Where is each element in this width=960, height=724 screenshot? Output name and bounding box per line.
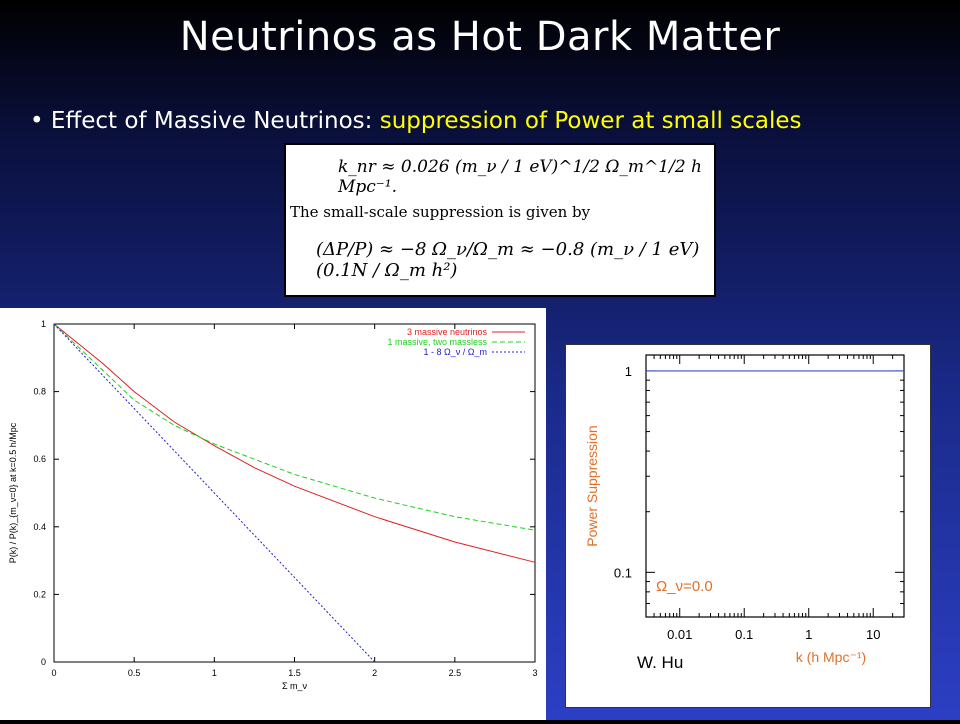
left-chart-svg: 0 0.5 1 1.5 2 2.5 3 0 0.2 0.4 0.6 0.8 1 Σ m_ν P(k) / P… [8, 319, 538, 691]
series-line-3 [53, 323, 376, 663]
y-tick-label: 1 [625, 364, 632, 379]
y-tick-label: 0.1 [614, 565, 632, 580]
series-line-1 [53, 323, 536, 563]
y-tick-label: 0.4 [33, 522, 46, 532]
slide-title: Neutrinos as Hot Dark Matter [179, 14, 781, 60]
formula-box: k_nr ≈ 0.026 (m_ν / 1 eV)^1/2 Ω_m^1/2 h … [284, 143, 716, 297]
x-tick-label: 10 [866, 627, 880, 642]
y-tick-label: 0.8 [33, 387, 46, 397]
credit-label: W. Hu [637, 653, 684, 672]
series-line-2 [53, 323, 536, 531]
x-tick-label: 1 [212, 668, 217, 678]
y-tick-label: 0 [41, 657, 46, 667]
formula-knr: k_nr ≈ 0.026 (m_ν / 1 eV)^1/2 Ω_m^1/2 h … [338, 157, 702, 197]
y-tick-label: 1 [41, 319, 46, 329]
plot-frame [53, 323, 536, 663]
bullet-text: • Effect of Massive Neutrinos: suppressi… [30, 108, 801, 134]
x-tick-label: 2.5 [449, 668, 462, 678]
y-tick-label: 0.6 [33, 454, 46, 464]
x-axis-label: k (h Mpc⁻¹) [796, 649, 866, 665]
y-tick-label: 0.2 [33, 589, 46, 599]
bullet-prefix: • Effect of Massive Neutrinos: [30, 108, 380, 134]
x-axis-label: Σ m_ν [282, 681, 308, 691]
legend-label-1: 3 massive neutrinos [407, 327, 488, 337]
legend-label-2: 1 massive, two massless [387, 337, 487, 347]
formula-suppression: (ΔP/P) ≈ −8 Ω_ν/Ω_m ≈ −0.8 (m_ν / 1 eV)(… [316, 239, 700, 281]
power-suppression-chart: 0.01 0.1 1 10 0.1 1 k (h Mpc⁻¹) Power Suppressi… [565, 344, 931, 708]
right-chart-svg: 0.01 0.1 1 10 0.1 1 k (h Mpc⁻¹) Power Suppressi… [584, 354, 905, 665]
bullet-highlight: suppression of Power at small scales [379, 108, 802, 134]
formula-caption: The small-scale suppression is given by [290, 203, 591, 221]
legend-label-3: 1 - 8 Ω_ν / Ω_m [424, 347, 487, 357]
x-tick-label: 3 [532, 668, 537, 678]
x-tick-label: 1 [805, 627, 812, 642]
y-axis-label: P(k) / P(k)_{m_ν=0} at k=0.5 h/Mpc [8, 422, 18, 563]
x-tick-label: 2 [372, 668, 377, 678]
x-tick-label: 0.01 [667, 627, 692, 642]
x-tick-label: 0 [51, 668, 56, 678]
suppression-vs-mass-chart: 0 0.5 1 1.5 2 2.5 3 0 0.2 0.4 0.6 0.8 1 Σ m_ν P(k) / P… [0, 308, 546, 720]
x-tick-label: 1.5 [288, 668, 301, 678]
x-tick-label: 0.5 [128, 668, 141, 678]
omega-annotation: Ω_ν=0.0 [656, 578, 713, 595]
y-axis-label: Power Suppression [584, 425, 600, 546]
x-tick-label: 0.1 [735, 627, 753, 642]
